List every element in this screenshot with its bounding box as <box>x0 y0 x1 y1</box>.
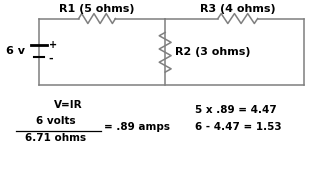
Text: 6.71 ohms: 6.71 ohms <box>25 133 86 143</box>
Text: R3 (4 ohms): R3 (4 ohms) <box>200 4 276 14</box>
Text: -: - <box>49 53 53 63</box>
Text: R2 (3 ohms): R2 (3 ohms) <box>175 47 251 57</box>
Text: 6 - 4.47 = 1.53: 6 - 4.47 = 1.53 <box>195 122 282 132</box>
Text: +: + <box>49 40 57 50</box>
Text: 6 volts: 6 volts <box>36 116 76 126</box>
Text: 6 v: 6 v <box>6 46 25 56</box>
Text: 5 x .89 = 4.47: 5 x .89 = 4.47 <box>195 105 277 115</box>
Text: V=IR: V=IR <box>54 100 83 110</box>
Text: = .89 amps: = .89 amps <box>103 122 170 132</box>
Text: R1 (5 ohms): R1 (5 ohms) <box>59 4 134 14</box>
